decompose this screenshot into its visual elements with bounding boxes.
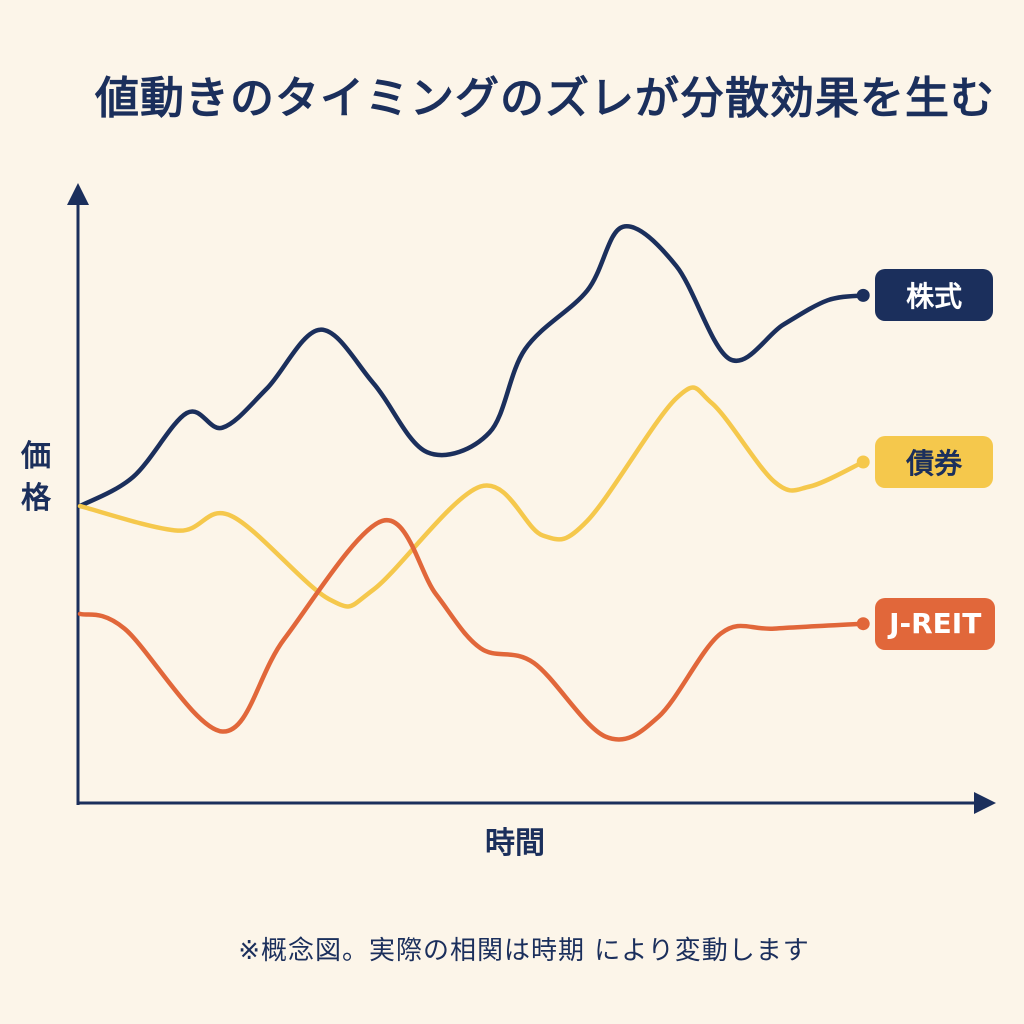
legend-label-j-reit: J-REIT bbox=[875, 597, 996, 650]
series-line-bonds bbox=[77, 385, 866, 609]
y-axis-arrow bbox=[67, 183, 89, 205]
series-end-marker-j-reit bbox=[856, 617, 870, 631]
chart-title: 値動きのタイミングのズレが分散効果を生む bbox=[95, 73, 995, 124]
series-line-stocks bbox=[77, 224, 866, 509]
footnote: ※概念図。実際の相関は時期 により変動します bbox=[238, 936, 810, 966]
y-axis-label: 価格 bbox=[16, 436, 56, 520]
legend-label-stocks: 株式 bbox=[875, 269, 994, 322]
chart-series-lines bbox=[77, 224, 870, 742]
legend-label-bonds: 債券 bbox=[875, 436, 994, 488]
x-axis-label: 時間 bbox=[485, 826, 545, 861]
chart-axes bbox=[67, 183, 996, 814]
x-axis-arrow bbox=[974, 792, 996, 814]
y-axis-label-text: 価格 bbox=[21, 439, 51, 516]
series-end-marker-stocks bbox=[856, 288, 870, 302]
series-line-j-reit bbox=[77, 518, 866, 742]
series-end-marker-bonds bbox=[856, 455, 870, 469]
